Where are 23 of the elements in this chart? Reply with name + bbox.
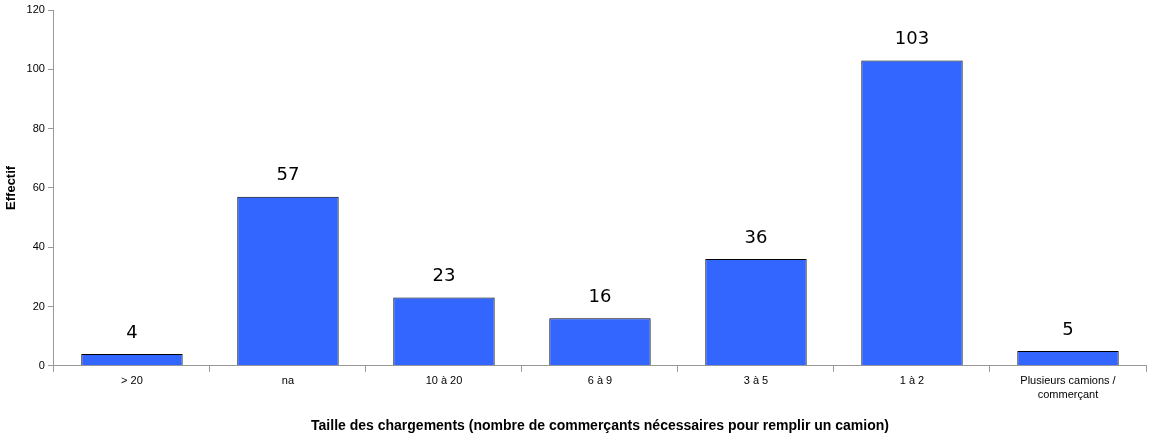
y-tick-label: 40 — [32, 240, 45, 253]
y-tick-label: 100 — [26, 62, 45, 75]
x-tick-label: Plusieurs camions / commerçant — [1020, 374, 1117, 400]
y-axis-title: Effectif — [3, 165, 19, 210]
x-tick-label: 1 à 2 — [899, 374, 925, 387]
y-tick-label: 120 — [26, 3, 45, 16]
y-tick-label: 60 — [32, 180, 45, 193]
x-axis-title: Taille des chargements (nombre de commerçants nécessaires pour remplir un camion) — [311, 417, 889, 434]
y-tick-label: 0 — [38, 358, 45, 371]
data-label: 5 — [1062, 317, 1074, 339]
y-tick-label: 80 — [32, 121, 45, 134]
data-label: 103 — [894, 27, 930, 49]
data-label: 4 — [126, 320, 138, 342]
x-tick-label: > 20 — [121, 374, 143, 387]
data-label: 23 — [432, 264, 456, 286]
data-label: 57 — [276, 163, 300, 185]
data-label: 36 — [744, 225, 768, 247]
x-tick-label: 6 à 9 — [587, 374, 613, 387]
x-tick-label: 3 à 5 — [743, 374, 769, 387]
x-tick-label: 10 à 20 — [425, 374, 463, 387]
y-tick-label: 20 — [32, 299, 45, 312]
data-label: 16 — [588, 285, 612, 307]
x-tick-label: na — [281, 374, 295, 387]
